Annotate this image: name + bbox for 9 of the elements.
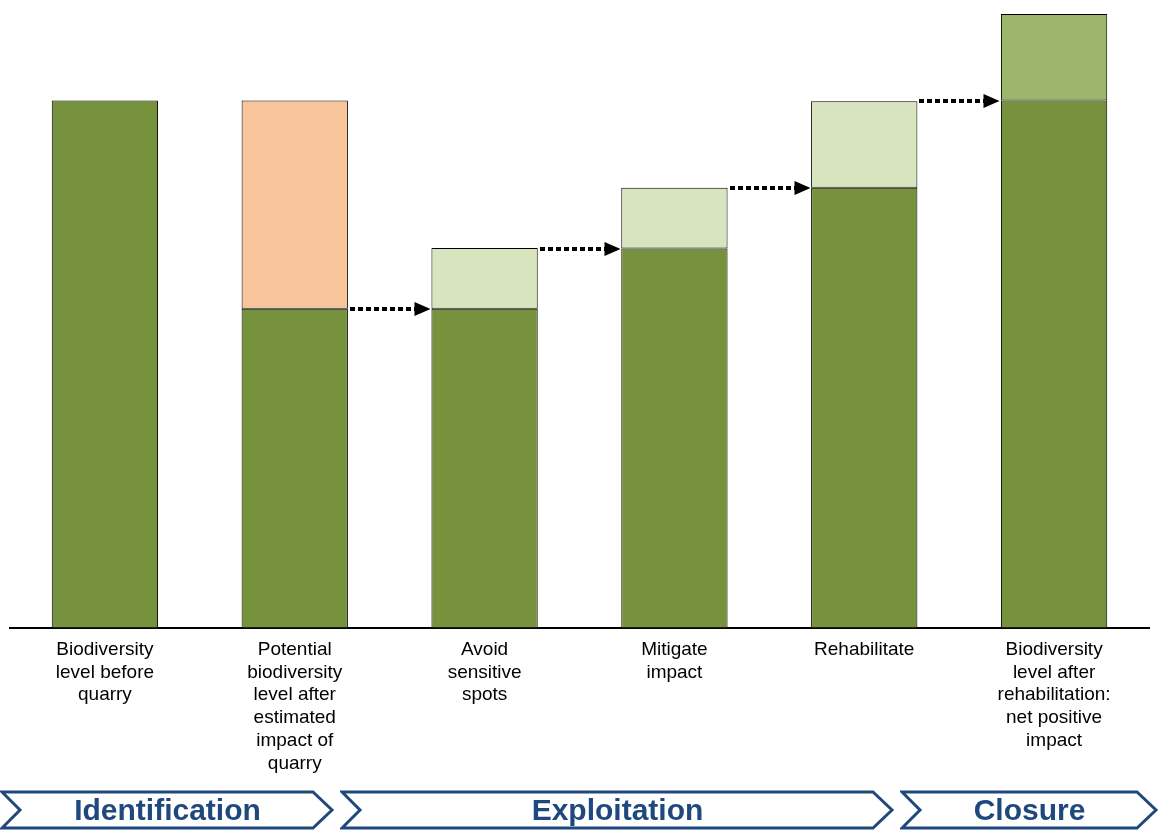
x-tick-label: Avoid sensitive spots — [447, 637, 522, 705]
x-tick-label: Biodiversity level after rehabilitation: net positive impact — [997, 637, 1111, 751]
x-tick-label: Biodiversity level before quarry — [55, 637, 155, 705]
x-tick-label: Rehabilitate — [814, 637, 915, 659]
text: Identification — [74, 793, 261, 827]
x-tick-label: Potential biodiversity level after estimated impact of quarry — [247, 637, 343, 773]
text: Exploitation — [531, 793, 704, 827]
x-tick-label: Mitigate impact — [641, 637, 708, 682]
text: Closure — [973, 793, 1086, 827]
